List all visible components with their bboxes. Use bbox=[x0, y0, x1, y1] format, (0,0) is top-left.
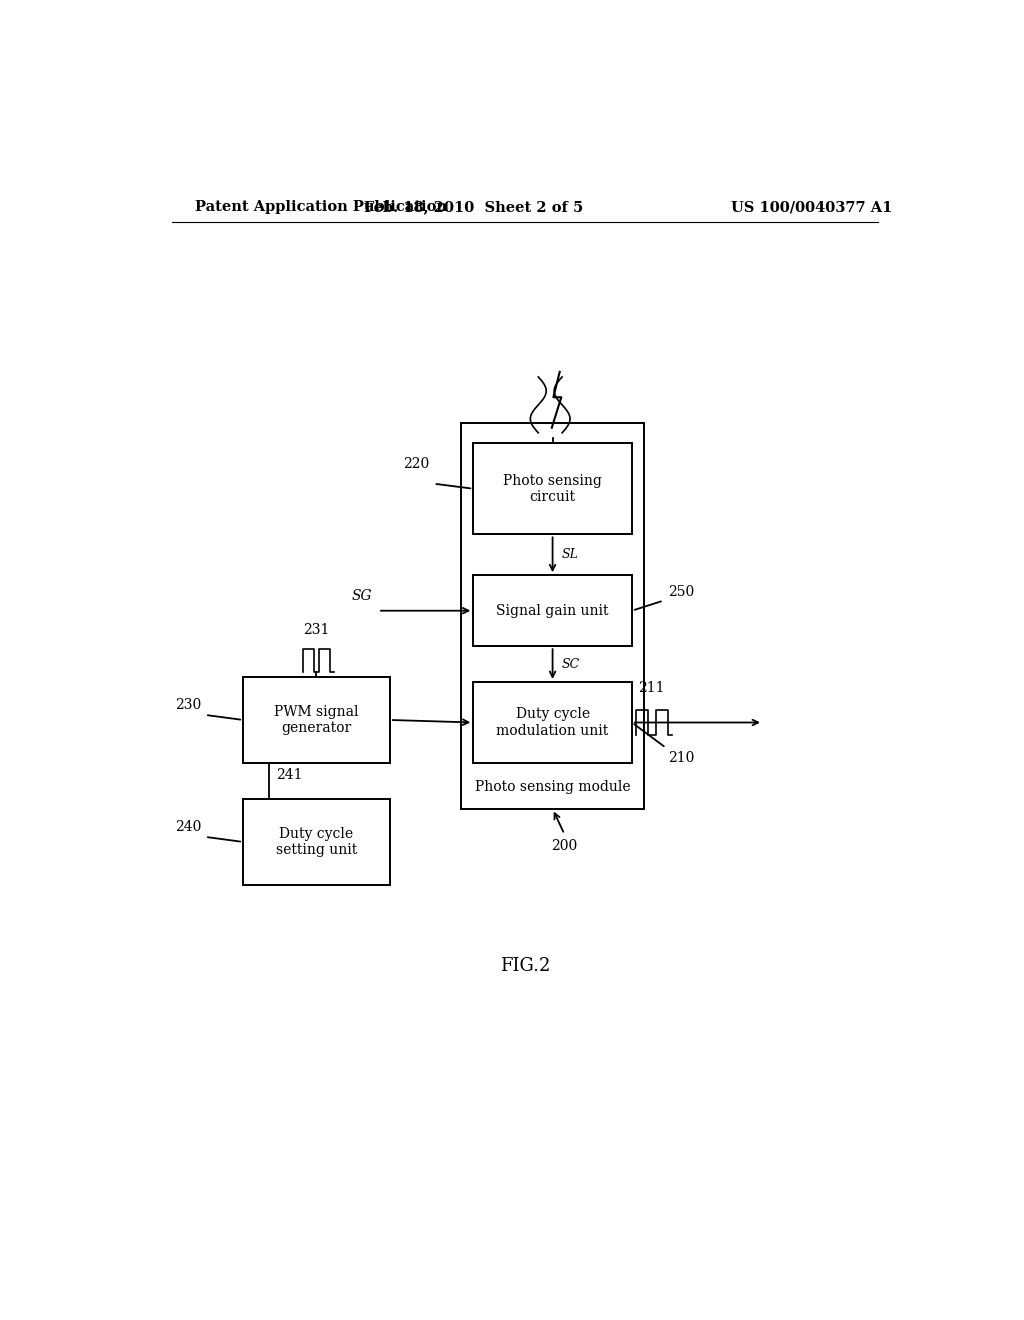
Text: 230: 230 bbox=[175, 698, 201, 711]
Text: Duty cycle
setting unit: Duty cycle setting unit bbox=[275, 826, 357, 857]
Text: FIG.2: FIG.2 bbox=[500, 957, 550, 975]
Bar bbox=[473, 682, 632, 763]
Text: SL: SL bbox=[562, 548, 579, 561]
Bar bbox=[461, 422, 644, 809]
Text: 210: 210 bbox=[668, 751, 694, 766]
Text: 220: 220 bbox=[403, 458, 430, 471]
Bar bbox=[473, 576, 632, 647]
Text: Photo sensing
circuit: Photo sensing circuit bbox=[503, 474, 602, 504]
Text: Signal gain unit: Signal gain unit bbox=[497, 603, 609, 618]
Text: 231: 231 bbox=[303, 623, 330, 638]
Text: US 100/0040377 A1: US 100/0040377 A1 bbox=[731, 201, 893, 214]
Text: Duty cycle
modulation unit: Duty cycle modulation unit bbox=[497, 708, 608, 738]
Text: 200: 200 bbox=[551, 840, 578, 854]
Text: 250: 250 bbox=[668, 585, 694, 598]
Text: Photo sensing module: Photo sensing module bbox=[475, 780, 631, 793]
Text: SG: SG bbox=[352, 589, 373, 602]
Text: 240: 240 bbox=[175, 820, 201, 834]
Text: Patent Application Publication: Patent Application Publication bbox=[196, 201, 447, 214]
Text: SC: SC bbox=[562, 657, 581, 671]
Text: 241: 241 bbox=[275, 768, 302, 783]
Text: PWM signal
generator: PWM signal generator bbox=[274, 705, 358, 735]
Bar bbox=[243, 677, 390, 763]
Bar bbox=[243, 799, 390, 886]
Bar bbox=[473, 444, 632, 535]
Text: 211: 211 bbox=[639, 681, 665, 696]
Text: Feb. 18, 2010  Sheet 2 of 5: Feb. 18, 2010 Sheet 2 of 5 bbox=[364, 201, 583, 214]
